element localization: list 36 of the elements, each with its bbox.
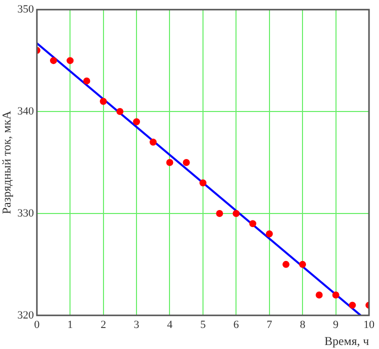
x-tick-label: 6 xyxy=(233,318,240,331)
y-tick-label: 350 xyxy=(17,3,34,16)
point xyxy=(50,57,58,64)
y-axis-title: Разрядный ток, мкА xyxy=(0,110,14,214)
point xyxy=(166,159,174,166)
point xyxy=(266,230,273,238)
point xyxy=(282,260,290,268)
point xyxy=(216,210,224,217)
point xyxy=(100,98,107,105)
y-tick-label: 320 xyxy=(17,309,34,322)
point xyxy=(116,108,124,116)
x-tick-label: 1 xyxy=(67,318,73,331)
point xyxy=(249,220,256,228)
x-tick-label: 3 xyxy=(134,318,140,331)
y-tick-label: 340 xyxy=(17,105,34,118)
x-tick-label: 5 xyxy=(200,318,206,331)
x-tick-label: 8 xyxy=(300,318,306,331)
point xyxy=(150,138,157,146)
point xyxy=(199,179,206,186)
point xyxy=(133,118,140,126)
x-tick-label: 7 xyxy=(266,318,273,331)
point xyxy=(83,77,90,84)
point xyxy=(66,57,74,64)
x-tick-label: 2 xyxy=(100,318,106,331)
x-tick-label: 4 xyxy=(166,318,173,331)
x-axis-title: Время, ч xyxy=(324,334,369,348)
point xyxy=(232,210,240,217)
x-tick-label: 10 xyxy=(364,318,375,331)
x-tick-label: 0 xyxy=(34,318,40,331)
point xyxy=(316,292,323,299)
point xyxy=(332,292,340,299)
point xyxy=(299,260,306,268)
y-tick-label: 330 xyxy=(17,207,34,220)
point xyxy=(348,302,356,309)
x-tick-label: 9 xyxy=(333,318,340,331)
point xyxy=(182,159,190,166)
